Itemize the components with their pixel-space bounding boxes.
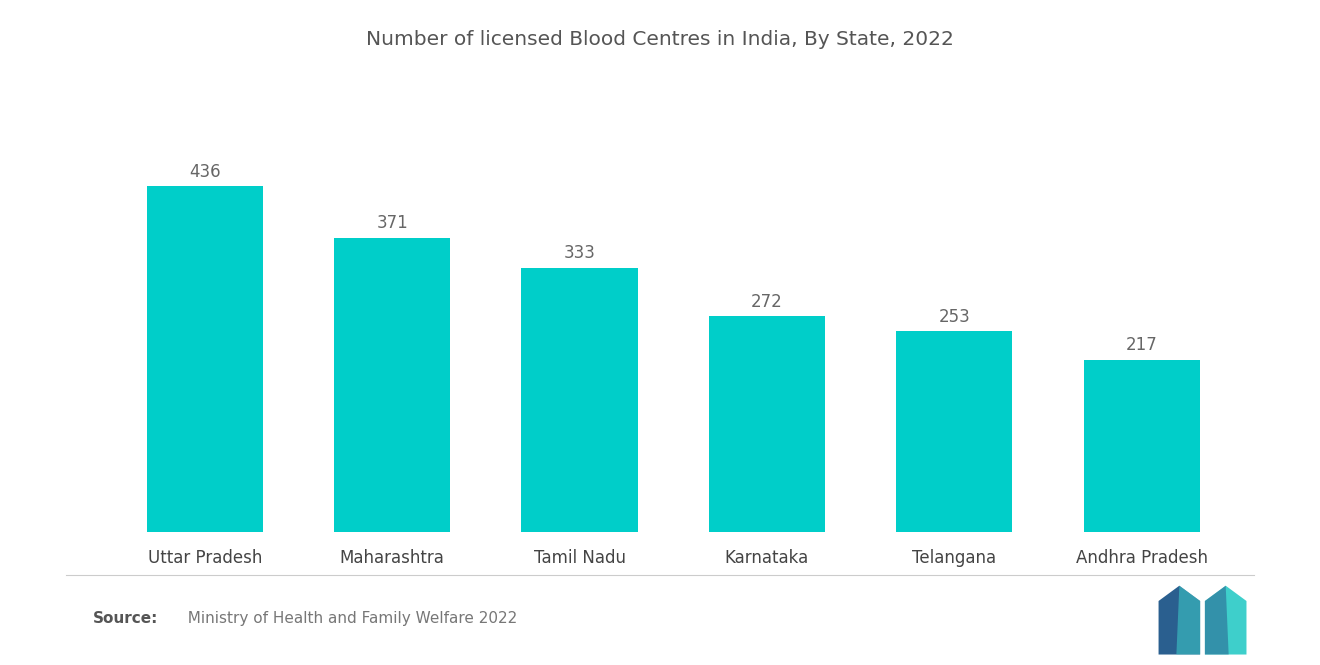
Bar: [334, 238, 450, 532]
Text: 253: 253: [939, 308, 970, 326]
Text: Source:: Source:: [92, 611, 158, 626]
Polygon shape: [1159, 586, 1200, 654]
Text: Number of licensed Blood Centres in India, By State, 2022: Number of licensed Blood Centres in Indi…: [366, 30, 954, 49]
Text: 436: 436: [189, 163, 220, 181]
Polygon shape: [1205, 586, 1246, 654]
Bar: [521, 268, 638, 532]
Text: 272: 272: [751, 293, 783, 311]
Text: Ministry of Health and Family Welfare 2022: Ministry of Health and Family Welfare 20…: [178, 611, 517, 626]
Polygon shape: [1176, 586, 1200, 654]
Bar: [709, 317, 825, 532]
Text: 217: 217: [1126, 336, 1158, 354]
Bar: [147, 186, 263, 532]
Bar: [1084, 360, 1200, 532]
Text: 333: 333: [564, 245, 595, 263]
Text: 371: 371: [376, 214, 408, 232]
Polygon shape: [1205, 586, 1229, 654]
Bar: [896, 331, 1012, 532]
